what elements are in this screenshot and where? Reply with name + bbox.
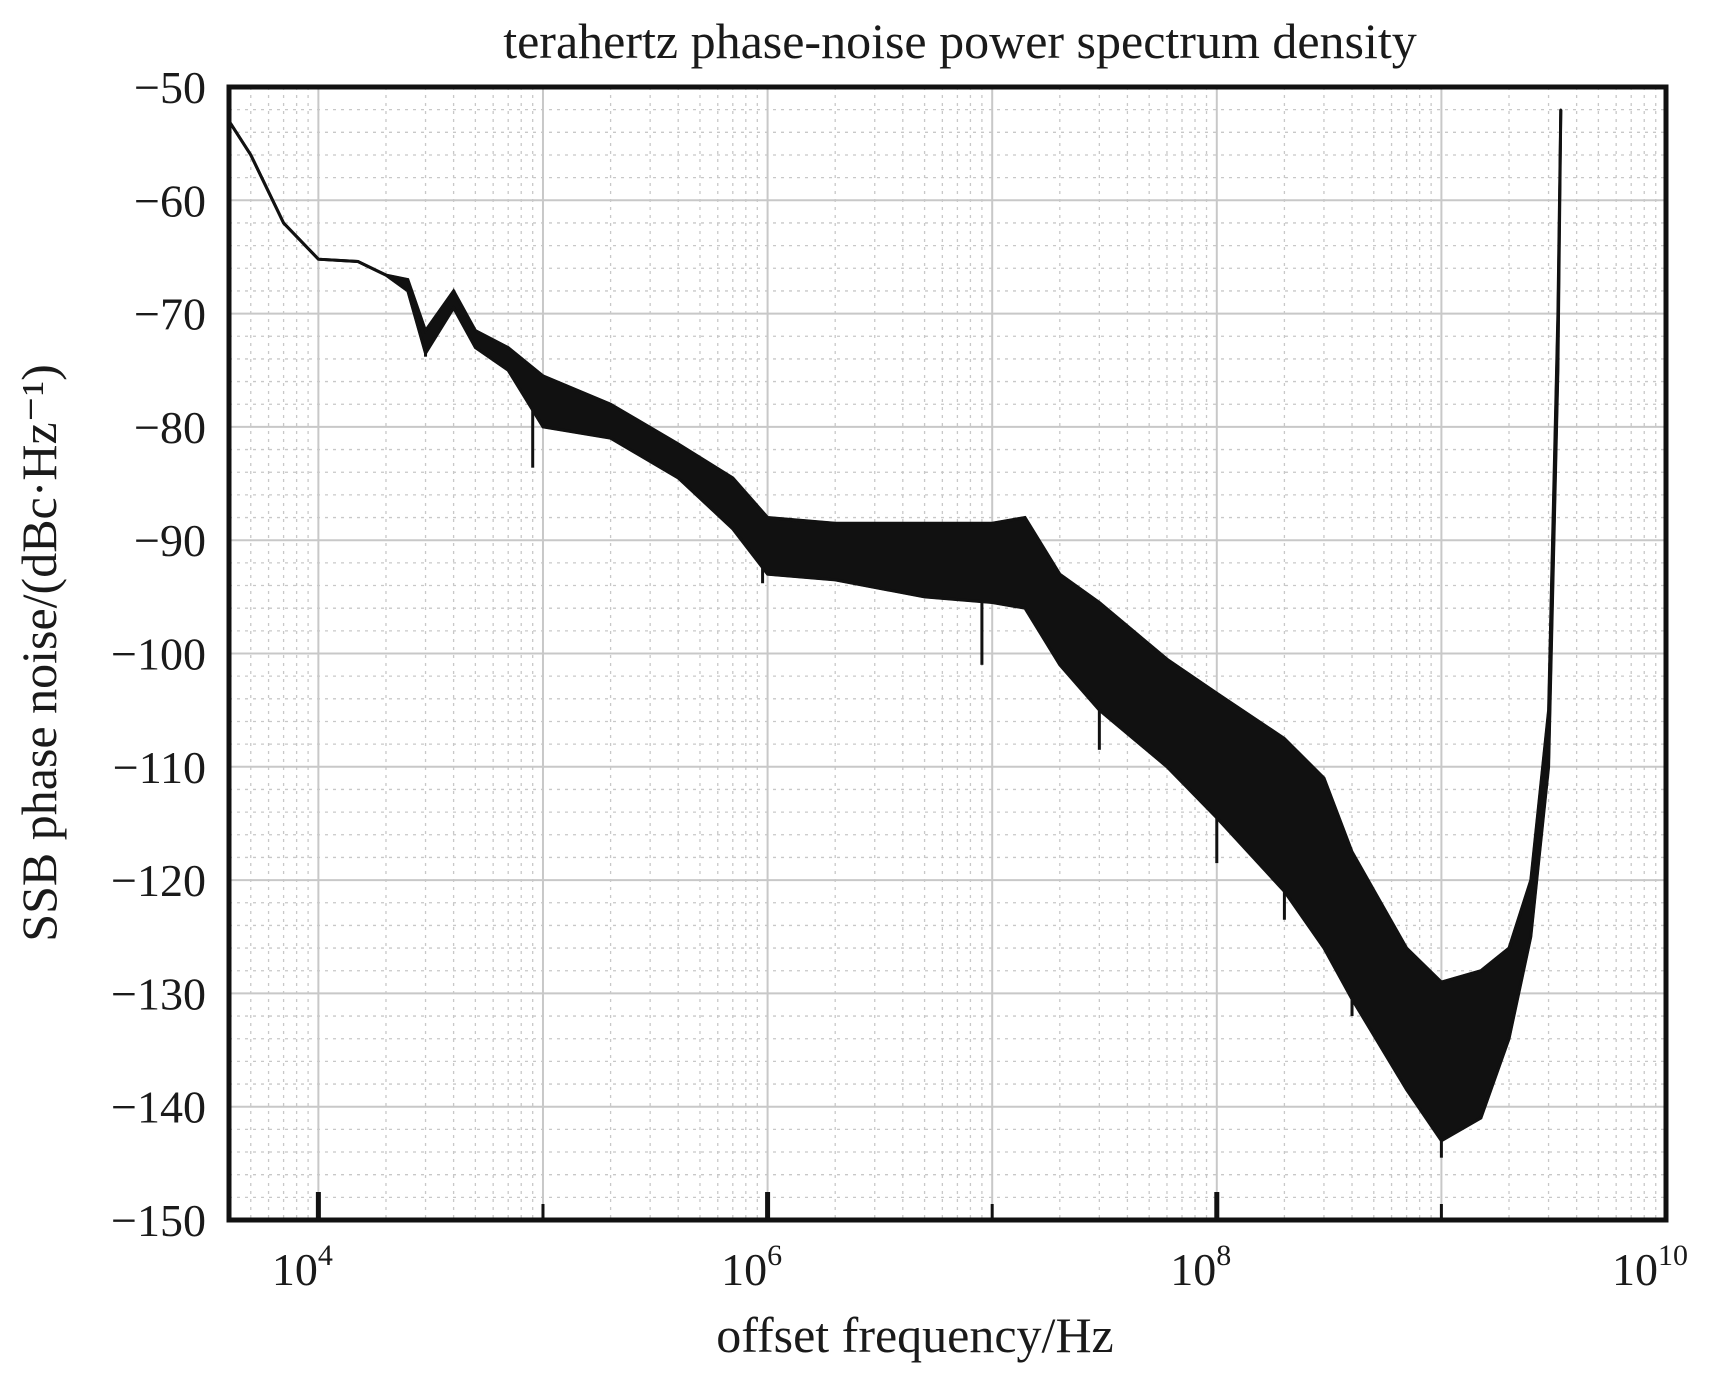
y-tick-label: −150 bbox=[111, 1195, 206, 1246]
chart-title: terahertz phase-noise power spectrum den… bbox=[503, 13, 1417, 69]
series-lower-line bbox=[227, 109, 1563, 1143]
y-tick-label: −70 bbox=[134, 289, 206, 340]
y-tick-label: −110 bbox=[113, 742, 206, 793]
noise-band bbox=[227, 108, 1563, 1142]
x-tick-exponent: 8 bbox=[1216, 1239, 1231, 1272]
x-tick-label: 1010 bbox=[1612, 1239, 1688, 1295]
x-tick-exponent: 6 bbox=[767, 1239, 782, 1272]
y-tick-label: −50 bbox=[134, 62, 206, 113]
y-tick-label: −120 bbox=[111, 855, 206, 906]
y-tick-label: −80 bbox=[134, 402, 206, 453]
x-tick-label: 108 bbox=[1170, 1239, 1231, 1295]
y-tick-label: −100 bbox=[111, 629, 206, 680]
y-tick-label: −130 bbox=[111, 968, 206, 1019]
y-tick-label: −90 bbox=[134, 515, 206, 566]
x-tick-exponent: 4 bbox=[318, 1239, 333, 1272]
x-tick-labels: 104 106 108 1010 bbox=[272, 1239, 1688, 1295]
series-upper-line bbox=[227, 109, 1563, 984]
y-tick-label: −60 bbox=[134, 175, 206, 226]
plot-frame bbox=[226, 84, 1669, 1223]
x-tick-label: 106 bbox=[721, 1239, 782, 1295]
y-tick-labels: −50 −60 −70 −80 −90 −100 −110 −120 −130 −140 −150 bbox=[111, 62, 206, 1246]
x-axis-label: offset frequency/Hz bbox=[716, 1307, 1114, 1363]
x-tick-label: 104 bbox=[272, 1239, 333, 1295]
series-layer bbox=[227, 108, 1563, 1158]
y-axis-label: SSB phase noise/(dBc·Hz⁻¹) bbox=[11, 364, 67, 941]
x-tick-exponent: 10 bbox=[1658, 1239, 1688, 1272]
y-tick-label: −140 bbox=[111, 1082, 206, 1133]
axis-ticks bbox=[315, 1192, 1443, 1220]
